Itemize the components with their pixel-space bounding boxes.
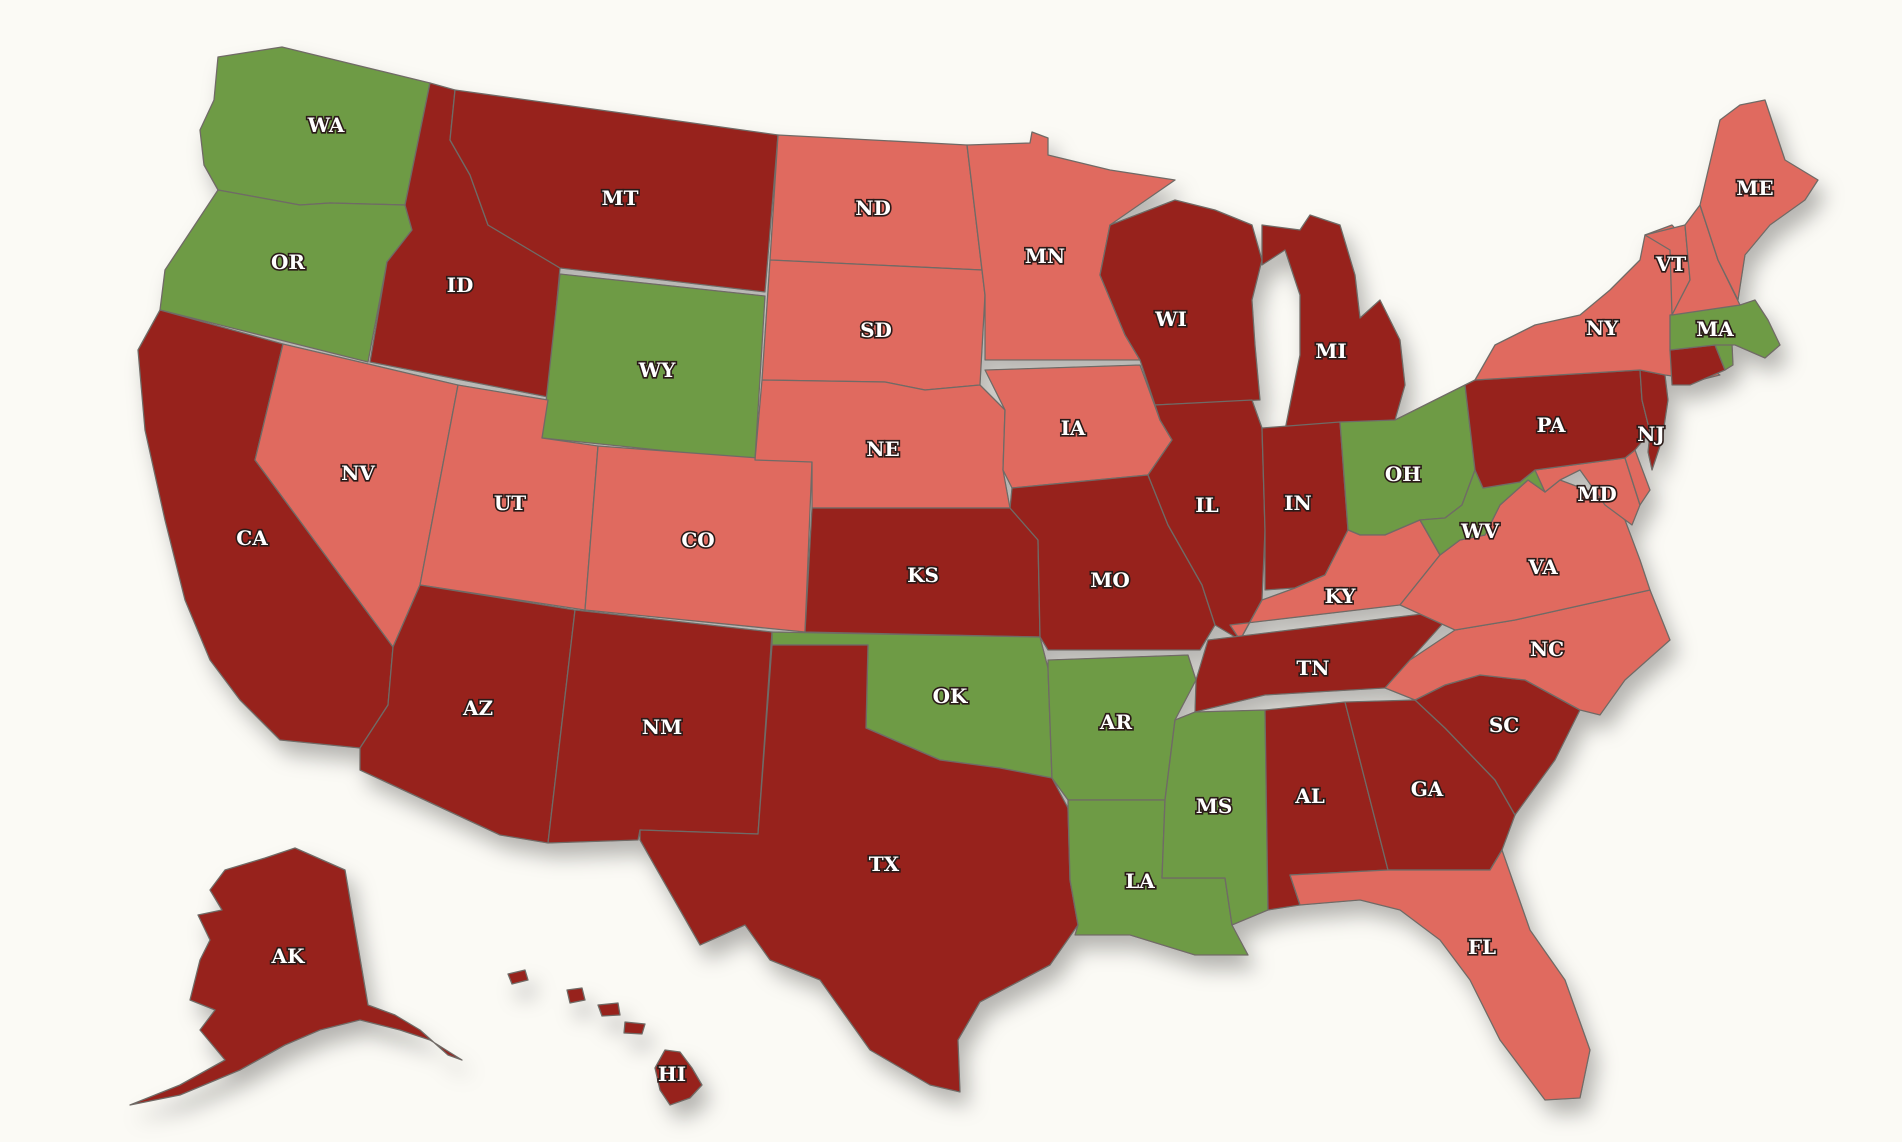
- state-wy[interactable]: [541, 273, 766, 461]
- state-hi[interactable]: [654, 1049, 703, 1106]
- state-ks[interactable]: [804, 507, 1041, 638]
- state-wi[interactable]: [1099, 199, 1263, 406]
- states-layer: [129, 46, 1819, 1106]
- state-ma[interactable]: [1669, 299, 1781, 359]
- state-wa[interactable]: [199, 46, 431, 206]
- state-ms[interactable]: [1161, 709, 1269, 926]
- state-nd[interactable]: [769, 134, 983, 271]
- state-ak[interactable]: [129, 847, 463, 1106]
- state-sd[interactable]: [761, 259, 986, 391]
- state-co[interactable]: [584, 445, 813, 633]
- state-mi[interactable]: [1261, 214, 1406, 431]
- state-fl[interactable]: [1289, 849, 1591, 1101]
- state-nm[interactable]: [547, 609, 773, 844]
- state-mt[interactable]: [449, 89, 779, 293]
- state-ia[interactable]: [984, 364, 1173, 489]
- state-nj[interactable]: [1639, 369, 1669, 471]
- state-me[interactable]: [1699, 99, 1819, 301]
- state-tx[interactable]: [639, 644, 1079, 1093]
- state-hi-islands[interactable]: [507, 969, 646, 1035]
